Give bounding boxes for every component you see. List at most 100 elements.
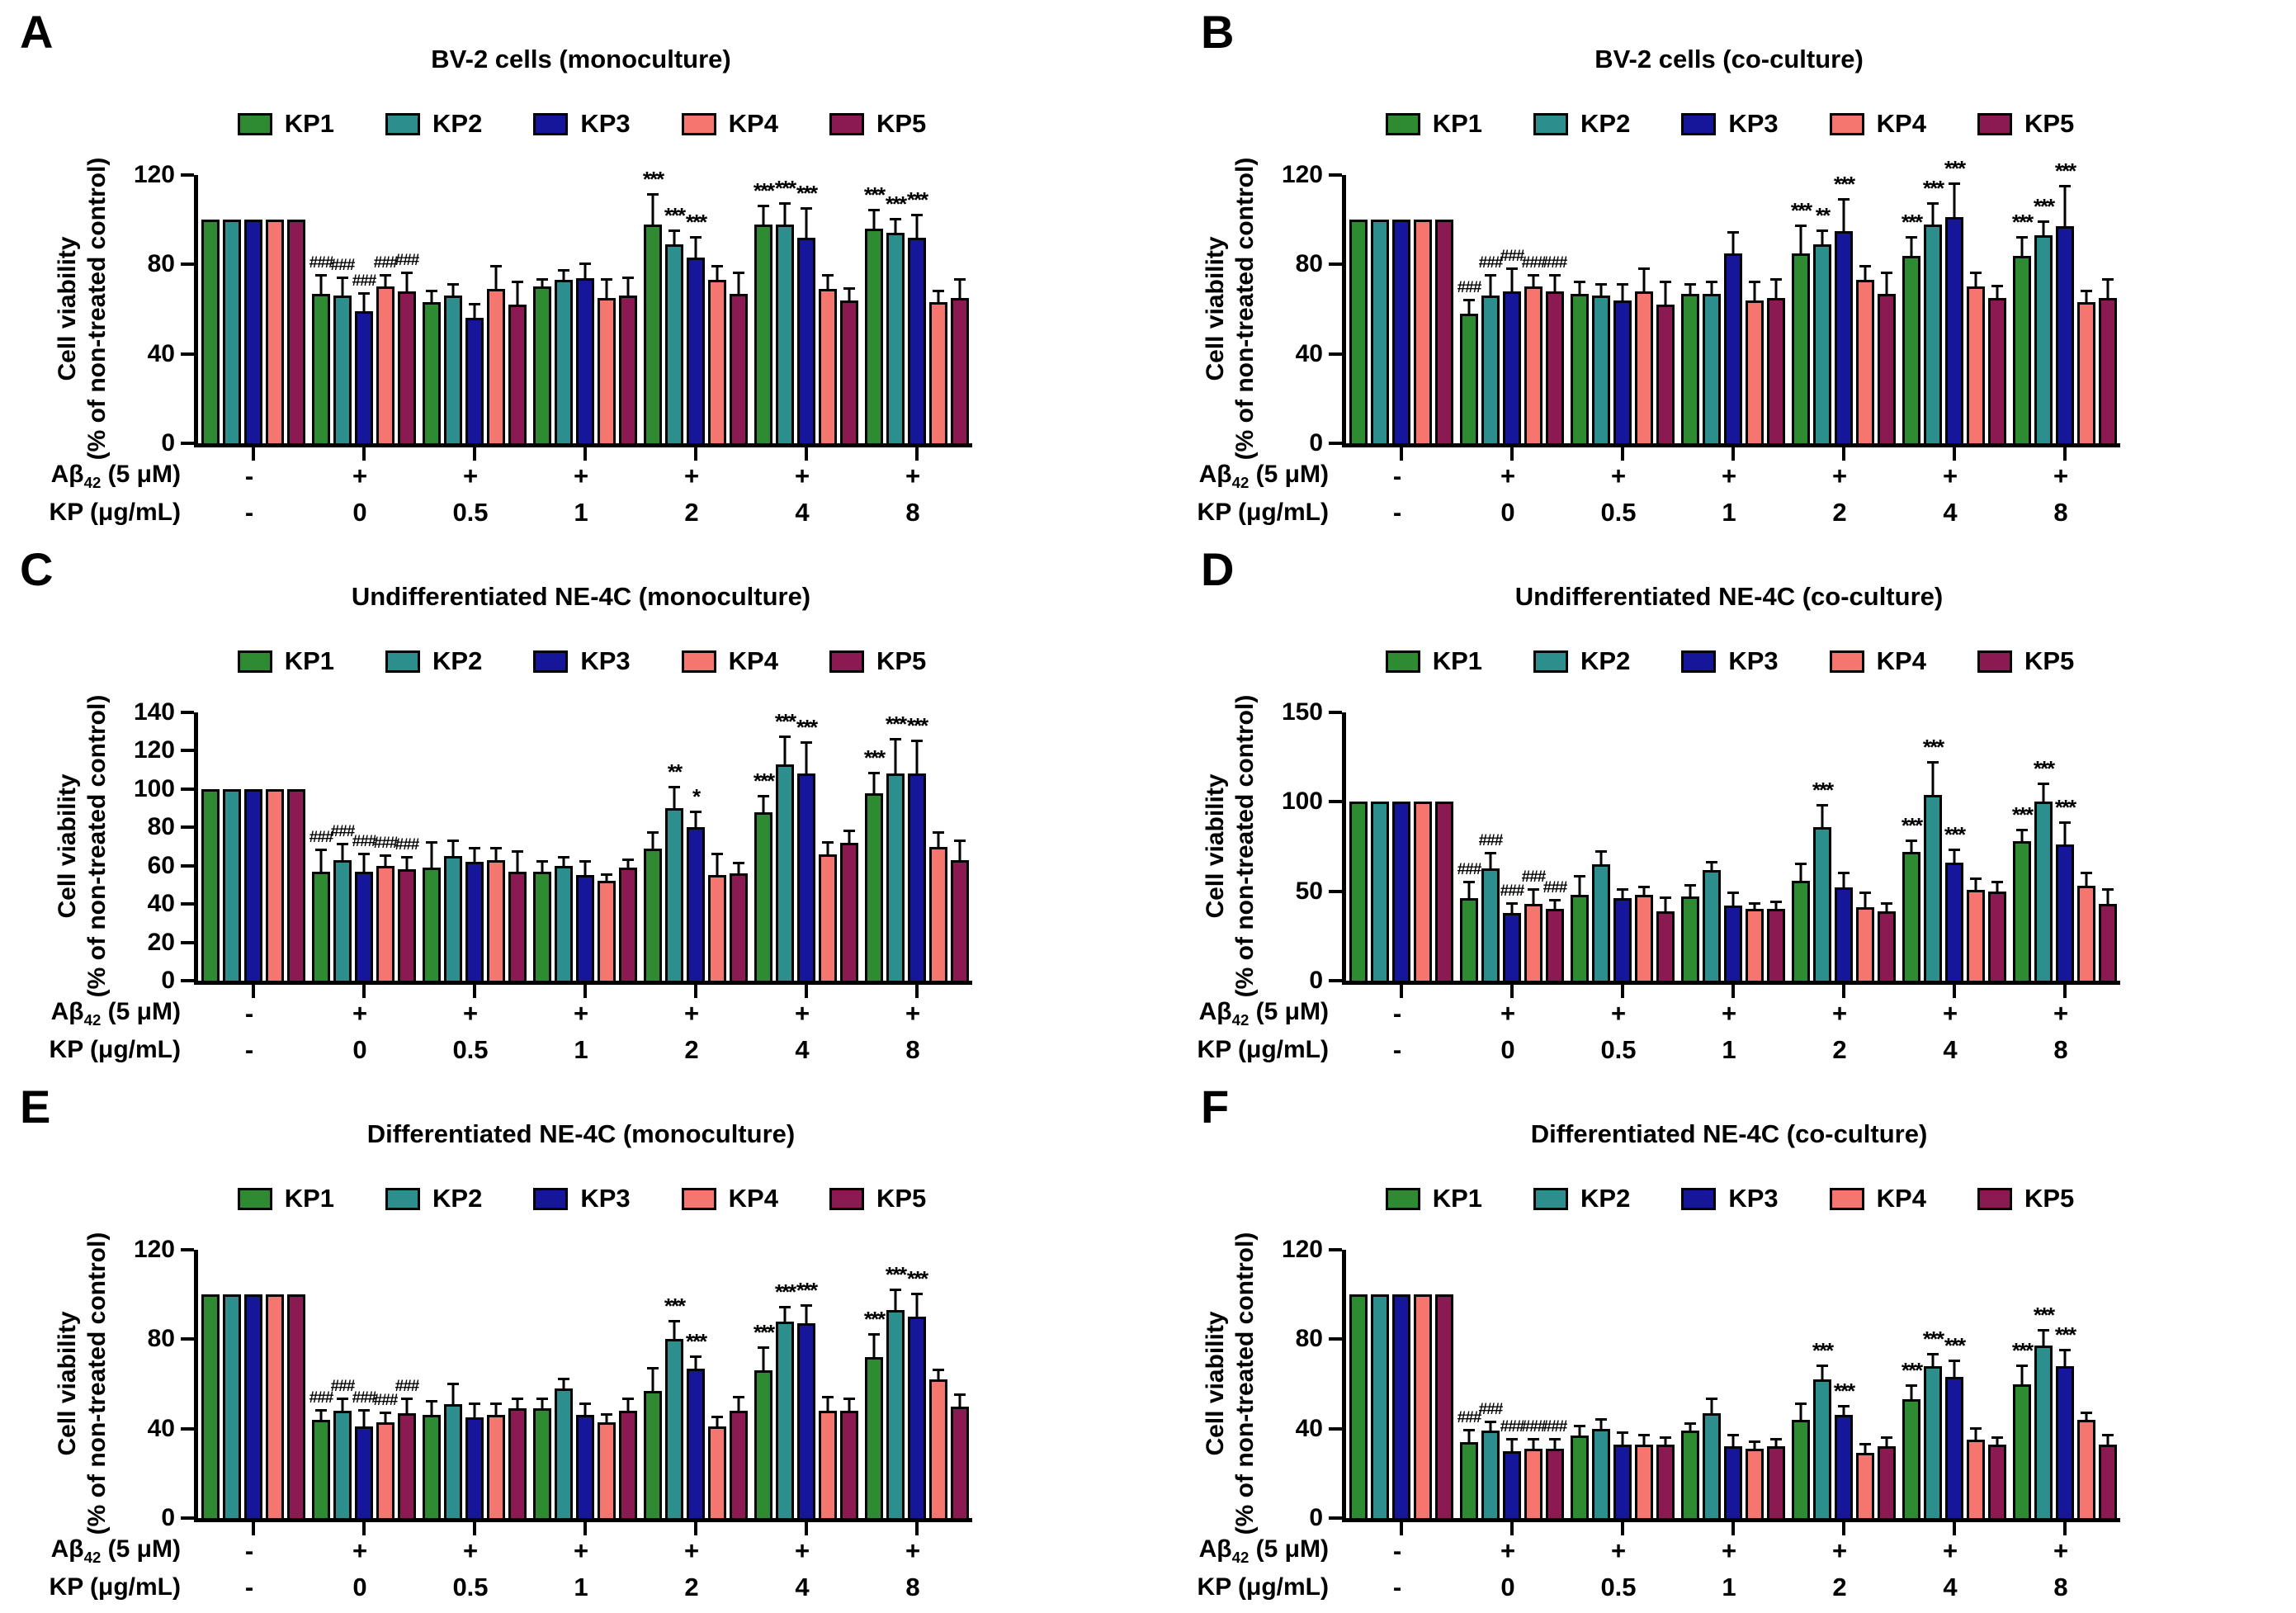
error-bar-cap: [733, 272, 744, 275]
bar-kp2: [1481, 296, 1500, 443]
bar-slot: [1613, 712, 1632, 981]
kp-value: 2: [684, 498, 699, 527]
error-bar: [1974, 1428, 1977, 1442]
y-tick-label: 80: [147, 250, 175, 278]
bar-kp3: [2056, 1365, 2074, 1518]
y-tick-label: 80: [147, 1325, 175, 1353]
error-bar: [494, 267, 498, 291]
error-bar-cap: [668, 229, 680, 232]
bar-kp5: [1656, 305, 1675, 443]
bar-kp4: [1746, 909, 1764, 981]
error-bar-cap: [490, 265, 502, 268]
kp-value: 0.5: [452, 1573, 489, 1601]
abeta-value: -: [244, 999, 254, 1028]
y-tick: 0: [1309, 967, 1342, 995]
bar-group: [530, 712, 640, 981]
error-bar: [1774, 280, 1778, 300]
error-bar-cap: [1881, 272, 1892, 275]
bar-slot: [244, 712, 262, 981]
kp-value: 0: [1500, 498, 1515, 527]
error-bar: [2020, 237, 2024, 258]
error-bar: [1910, 237, 1913, 258]
bar-kp5: [1546, 1449, 1564, 1518]
significance-label: ***: [1901, 209, 1923, 234]
bar-slot: ***: [686, 1250, 707, 1518]
error-bar: [1842, 1406, 1845, 1417]
bar-kp2: [1924, 1365, 1942, 1518]
legend-swatch-icon: [681, 112, 716, 135]
legend-item-kp4: KP4: [1829, 646, 1926, 676]
bar-slot: [1856, 712, 1874, 981]
bar-kp4: [266, 220, 284, 443]
x-tick: [2063, 985, 2067, 998]
bar-kp4: [376, 286, 394, 443]
bar-kp2: [1703, 869, 1721, 981]
error-bar: [694, 1357, 697, 1370]
panel-letter: F: [1201, 1081, 1230, 1133]
legend-label: KP5: [2024, 109, 2075, 138]
bar-kp5: [1435, 1294, 1453, 1518]
bar-slot: [1988, 712, 2006, 981]
error-bar: [1885, 273, 1888, 296]
bar-slot: [423, 175, 441, 443]
error-bar: [1489, 275, 1492, 298]
significance-label: ***: [2011, 802, 2034, 827]
bar-kp1: [312, 871, 330, 981]
error-bar: [319, 275, 323, 296]
kp-value: 1: [574, 498, 588, 527]
error-bar-cap: [1684, 1422, 1696, 1426]
kp-value: 8: [905, 498, 920, 527]
error-bar-cap: [512, 1398, 523, 1401]
bar-group: ***: [1788, 712, 1899, 981]
abeta-value: +: [1721, 461, 1737, 490]
error-bar-cap: [1927, 1353, 1939, 1356]
abeta-row-label: Aβ42 (5 μM): [50, 998, 181, 1029]
significance-label: ###: [352, 1389, 377, 1407]
bar-slot: [201, 712, 220, 981]
bar-kp1: [644, 848, 662, 981]
error-bar-cap: [911, 1293, 923, 1296]
bar-slot: ###: [374, 175, 398, 443]
y-axis-label-line1: Cell viability: [54, 773, 81, 919]
legend-label: KP4: [728, 646, 778, 675]
error-bar: [2085, 291, 2088, 305]
error-bar-cap: [1485, 852, 1496, 855]
bar-kp1: [533, 871, 551, 981]
bar-slot: ***: [1923, 1250, 1944, 1518]
abeta-value: +: [352, 999, 368, 1028]
bar-kp1: [1349, 802, 1368, 981]
significance-label: ***: [1922, 176, 1944, 201]
kp-value: 8: [2053, 1035, 2068, 1064]
bar-kp5: [1878, 1446, 1896, 1518]
kp-row: KP (μg/mL) - 0 0.5 1 2 4 8: [0, 495, 1148, 530]
significance-label: ***: [2033, 1302, 2055, 1327]
bar-kp2: [1592, 1428, 1610, 1518]
error-bar-cap: [1859, 1442, 1871, 1445]
bar-kp3: [1724, 253, 1742, 443]
x-tick: [473, 1522, 476, 1535]
bar-slot: [819, 712, 837, 981]
significance-label: ###: [1457, 1409, 1482, 1427]
bar-slot: [1571, 1250, 1589, 1518]
bar-slot: ***: [775, 711, 796, 981]
significance-label: ###: [1457, 278, 1482, 296]
error-bar: [937, 1370, 940, 1382]
abeta-row-label: Aβ42 (5 μM): [50, 1535, 181, 1566]
bar-slot: [423, 712, 441, 981]
error-bar: [848, 289, 851, 302]
error-bar: [1799, 226, 1802, 255]
bar-kp4: [1967, 286, 1985, 443]
error-bar-cap: [1991, 880, 2003, 883]
error-bar: [2042, 221, 2045, 238]
error-bar-cap: [668, 1319, 680, 1322]
bar-slot: [555, 175, 573, 443]
bar-kp4: [1746, 1449, 1764, 1518]
y-tick-mark: [181, 902, 194, 906]
bar-slot: ###: [1543, 175, 1567, 443]
error-bar: [805, 743, 808, 776]
bar-group: *** *** ***: [1899, 1250, 2010, 1518]
bar-group: [198, 1250, 309, 1518]
error-bar: [2085, 873, 2088, 888]
y-tick-mark: [1329, 173, 1342, 177]
x-tick: [362, 985, 366, 998]
